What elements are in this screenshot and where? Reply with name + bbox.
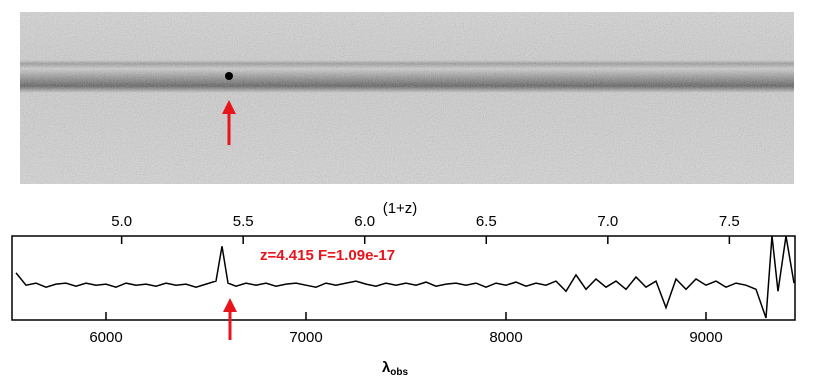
annotation: z=4.415 F=1.09e-17 <box>260 247 395 264</box>
x2-tick-label: 7.0 <box>597 213 618 230</box>
x2-tick-label: 5.5 <box>233 213 254 230</box>
x-tick-label: 9000 <box>689 329 722 346</box>
x-label-sub: obs <box>390 367 408 378</box>
x-tick-label: 6000 <box>89 329 122 346</box>
plot-frame <box>11 235 796 321</box>
image-noise <box>20 12 794 184</box>
arrow-head <box>222 100 236 114</box>
arrow-head <box>223 298 237 312</box>
x-label: λobs <box>382 359 409 378</box>
spectrum-2d <box>20 12 794 184</box>
x2-tick-label: 5.0 <box>111 213 132 230</box>
x2-label: (1+z) <box>383 200 418 217</box>
x2-tick-label: 7.5 <box>719 213 740 230</box>
x-tick-label: 7000 <box>289 329 322 346</box>
x-label-symbol: λ <box>382 359 391 376</box>
emission-spot <box>225 72 233 80</box>
x-tick-label: 8000 <box>489 329 522 346</box>
spectrum-line <box>15 236 795 319</box>
x2-tick-label: 6.5 <box>476 213 497 230</box>
x2-tick-label: 6.0 <box>354 213 375 230</box>
